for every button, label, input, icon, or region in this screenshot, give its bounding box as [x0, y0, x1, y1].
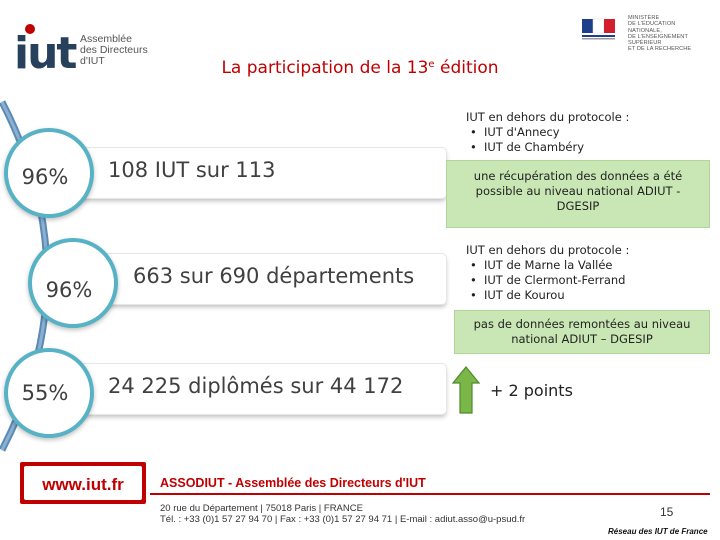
row-bar [78, 364, 446, 414]
title-superscript: e [428, 59, 435, 70]
page-number: 15 [660, 505, 674, 519]
note-protocol-2: IUT en dehors du protocole : IUT de Marn… [466, 243, 706, 303]
note-title: IUT en dehors du protocole : [466, 243, 630, 257]
row-bar [98, 254, 446, 304]
ministry-text: MINISTÈRE DE L'ÉDUCATION NATIONALE, DE L… [628, 15, 708, 53]
footer-divider [150, 493, 710, 495]
row-text: 108 IUT sur 113 [108, 158, 276, 182]
percent-value: 96% [21, 165, 69, 189]
logo-line: des Directeurs [80, 44, 148, 56]
logo-line: Assemblée [80, 33, 132, 45]
website-link[interactable]: www.iut.fr [42, 475, 124, 494]
list-item: IUT de Kourou [470, 288, 706, 303]
row-bar [78, 148, 446, 198]
list-item: IUT de Chambéry [470, 140, 706, 155]
percent-value: 55% [21, 381, 69, 405]
list-item: IUT de Clermont-Ferrand [470, 273, 706, 288]
points-gain: + 2 points [490, 381, 573, 400]
contact-line: Tél. : +33 (0)1 57 27 94 70 | Fax : +33 … [160, 514, 526, 525]
note-title: IUT en dehors du protocole : [466, 110, 630, 124]
ministry-line: DE L'ENSEIGNEMENT SUPÉRIEUR [628, 33, 688, 47]
logo-dot-icon [25, 24, 35, 34]
url-frame [20, 462, 146, 504]
slide-title: La participation de la 13e édition [0, 58, 720, 78]
network-signature: Réseau des IUT de France [608, 527, 708, 536]
list-item: IUT d'Annecy [470, 125, 706, 140]
ministry-line: DE L'ÉDUCATION NATIONALE, [628, 21, 676, 34]
organization-name: ASSODIUT - Assemblée des Directeurs d'IU… [160, 476, 426, 490]
info-box: pas de données remontées au niveau natio… [454, 310, 710, 354]
title-main: La participation de la 13 [221, 58, 429, 78]
title-end: édition [434, 58, 499, 78]
ministry-line: ET DE LA RECHERCHE [628, 46, 692, 53]
row-text: 24 225 diplômés sur 44 172 [108, 374, 404, 398]
logo-subtitle: Assemblée des Directeurs d'IUT [80, 34, 160, 67]
logo-mark: iut [14, 28, 77, 79]
note-list: IUT de Marne la Vallée IUT de Clermont-F… [466, 258, 706, 303]
logo-line: d'IUT [80, 55, 105, 67]
ministry-line: MINISTÈRE [628, 15, 660, 21]
ministry-logo: MINISTÈRE DE L'ÉDUCATION NATIONALE, DE L… [578, 14, 708, 52]
list-item: IUT de Marne la Vallée [470, 258, 706, 273]
percent-circle [4, 348, 94, 438]
note-protocol-1: IUT en dehors du protocole : IUT d'Annec… [466, 110, 706, 155]
french-republic-flag-icon [578, 16, 622, 42]
address-line: 20 rue du Département | 75018 Paris | FR… [160, 503, 363, 514]
percent-value: 96% [45, 278, 93, 302]
up-arrow-icon [452, 366, 480, 414]
row-text: 663 sur 690 départements [133, 264, 415, 288]
percent-circle [4, 128, 94, 218]
percent-circle [28, 238, 118, 328]
iut-logo-icon: iut [14, 22, 77, 79]
info-box: une récupération des données a été possi… [446, 160, 710, 228]
note-list: IUT d'Annecy IUT de Chambéry [466, 125, 706, 155]
